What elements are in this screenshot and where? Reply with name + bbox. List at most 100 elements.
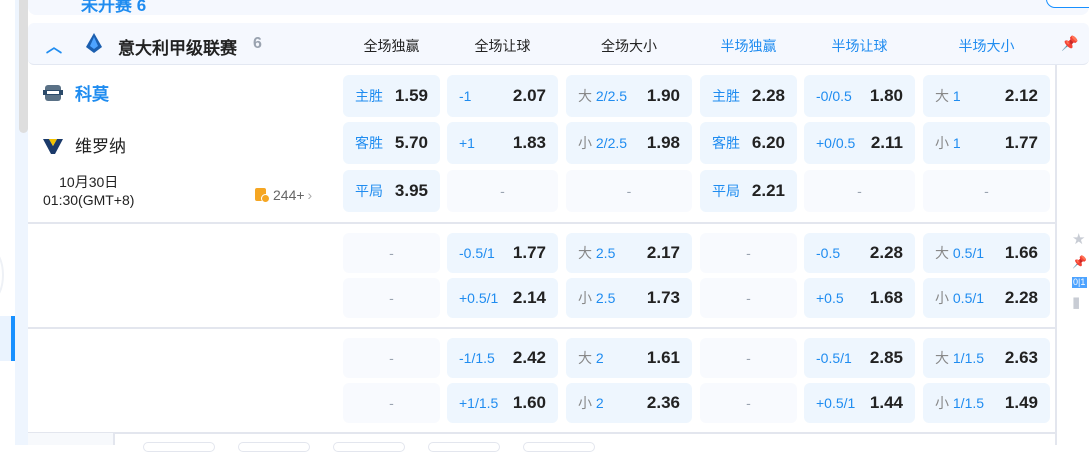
nav-item-active[interactable] [0, 316, 11, 361]
odds-cell[interactable]: 大 0.5/1 1.66 [923, 233, 1050, 273]
kickoff-hour: 01:30(GMT+8) [43, 192, 135, 208]
odds-cell[interactable]: +0.5/1 1.44 [804, 383, 915, 423]
filter-pill[interactable] [238, 442, 310, 452]
odds-value: 2.07 [512, 86, 546, 105]
filter-pill[interactable] [333, 442, 405, 452]
odds-cell[interactable]: -0.5 2.28 [804, 233, 915, 273]
scrollbar[interactable] [19, 0, 28, 133]
odds-label: 平局 [355, 183, 383, 199]
odds-cell[interactable]: 客胜 6.20 [700, 122, 797, 164]
odds-label: -0.5/1 [459, 245, 495, 261]
odds-cell: - [343, 233, 440, 273]
odds-label: 大 2 [578, 350, 604, 366]
odds-value: 2.28 [1004, 288, 1038, 307]
league-name: 意大利甲级联赛 [118, 39, 237, 58]
live-score-icon[interactable]: 0|1 [1072, 277, 1087, 288]
odds-label: 大 0.5/1 [935, 245, 985, 261]
odds-cell[interactable]: 小 2 2.36 [566, 383, 692, 423]
away-team-name: 维罗纳 [75, 137, 126, 156]
upcoming-section-header[interactable]: 未开赛 6 [28, 0, 1089, 15]
odds-label: 主胜 [712, 88, 740, 104]
odds-cell[interactable]: -0/0.5 1.80 [804, 75, 915, 117]
filter-pill[interactable] [523, 442, 595, 452]
odds-cell[interactable]: -0.5/1 2.85 [804, 338, 915, 378]
odds-cell[interactable]: 小 0.5/1 2.28 [923, 278, 1050, 318]
odds-value: 2.17 [646, 243, 680, 262]
kickoff-time: 10月30日 01:30(GMT+8) [43, 173, 134, 209]
odds-cell[interactable]: +0/0.5 2.11 [804, 122, 915, 164]
more-markets-link[interactable]: 244+ › [254, 187, 312, 203]
odds-label: 小 1 [935, 135, 961, 151]
serie-a-logo-icon [86, 33, 102, 53]
col-ft-over-under: 全场大小 [601, 38, 657, 54]
home-team[interactable]: 科莫 [43, 80, 109, 105]
odds-cell[interactable]: 大 1 2.12 [923, 75, 1050, 117]
odds-cell[interactable]: 大 2/2.5 1.90 [566, 75, 692, 117]
odds-value: 1.61 [646, 348, 680, 367]
collapse-chevron-icon[interactable]: ︿ [46, 39, 63, 56]
verona-logo-icon [43, 138, 63, 154]
away-team[interactable]: 维罗纳 [43, 132, 126, 157]
nav-active-indicator [11, 316, 15, 361]
top-right-button[interactable] [1046, 0, 1089, 8]
odds-unavailable: - [389, 245, 394, 261]
odds-value: 1.83 [512, 133, 546, 152]
odds-unavailable: - [857, 183, 862, 199]
odds-cell: - [343, 338, 440, 378]
odds-cell[interactable]: 主胜 1.59 [343, 75, 440, 117]
odds-label: 大 2.5 [578, 245, 616, 261]
odds-cell[interactable]: 平局 3.95 [343, 170, 440, 212]
odds-label: +0.5 [816, 290, 844, 306]
odds-cell[interactable]: 客胜 5.70 [343, 122, 440, 164]
odds-cell[interactable]: +0.5 1.68 [804, 278, 915, 318]
odds-cell[interactable]: 大 2.5 2.17 [566, 233, 692, 273]
col-ht-1x2: 半场独赢 [720, 38, 777, 54]
favorite-star-icon[interactable]: ★ [1072, 231, 1086, 248]
odds-value: 1.44 [869, 393, 903, 412]
odds-value: 1.73 [646, 288, 680, 307]
odds-value: 1.77 [512, 243, 546, 262]
odds-value: 1.68 [869, 288, 903, 307]
odds-value: 3.95 [394, 181, 428, 200]
odds-cell[interactable]: -0.5/1 1.77 [447, 233, 558, 273]
odds-label: -0.5 [816, 245, 841, 261]
league-header[interactable]: ︿ 意大利甲级联赛 6 全场独赢 全场让球 全场大小 半场独赢 半场让球 半场大… [28, 23, 1089, 65]
odds-cell[interactable]: -1/1.5 2.42 [447, 338, 558, 378]
odds-cell: - [566, 170, 692, 212]
odds-cell[interactable]: 大 1/1.5 2.63 [923, 338, 1050, 378]
odds-value: 1.66 [1004, 243, 1038, 262]
odds-cell[interactable]: 主胜 2.28 [700, 75, 797, 117]
odds-value: 6.20 [751, 133, 785, 152]
odds-cell[interactable]: +1 1.83 [447, 122, 558, 164]
odds-unavailable: - [984, 183, 989, 199]
odds-cell: - [700, 233, 797, 273]
next-match-info [28, 433, 115, 445]
odds-cell[interactable]: 小 1 1.77 [923, 122, 1050, 164]
odds-unavailable: - [389, 290, 394, 306]
odds-label: 小 2/2.5 [578, 135, 628, 151]
pin-icon[interactable]: 📌 [1072, 255, 1087, 269]
odds-cell[interactable]: 小 2.5 1.73 [566, 278, 692, 318]
odds-cell[interactable]: -1 2.07 [447, 75, 558, 117]
odds-cell[interactable]: +1/1.5 1.60 [447, 383, 558, 423]
odds-label: 大 2/2.5 [578, 88, 628, 104]
odds-cell: - [700, 383, 797, 423]
odds-cell[interactable]: 小 2/2.5 1.98 [566, 122, 692, 164]
stats-bar-icon[interactable]: ▮ [1072, 294, 1081, 311]
odds-label: 小 2 [578, 395, 604, 411]
row-divider [28, 432, 1056, 434]
filter-pill[interactable] [428, 442, 500, 452]
left-nav-strip [0, 0, 28, 445]
odds-cell: - [343, 383, 440, 423]
odds-cell[interactable]: +0.5/1 2.14 [447, 278, 558, 318]
odds-cell[interactable]: 平局 2.21 [700, 170, 797, 212]
odds-cell[interactable]: 小 1/1.5 1.49 [923, 383, 1050, 423]
odds-label: -0.5/1 [816, 350, 852, 366]
odds-cell[interactable]: 大 2 1.61 [566, 338, 692, 378]
odds-label: 小 1/1.5 [935, 395, 985, 411]
next-match-row [28, 433, 1089, 452]
pin-icon[interactable]: 📌 [1061, 35, 1079, 51]
filter-pill[interactable] [143, 442, 215, 452]
row-divider [28, 327, 1056, 329]
odds-label: 小 2.5 [578, 290, 616, 306]
